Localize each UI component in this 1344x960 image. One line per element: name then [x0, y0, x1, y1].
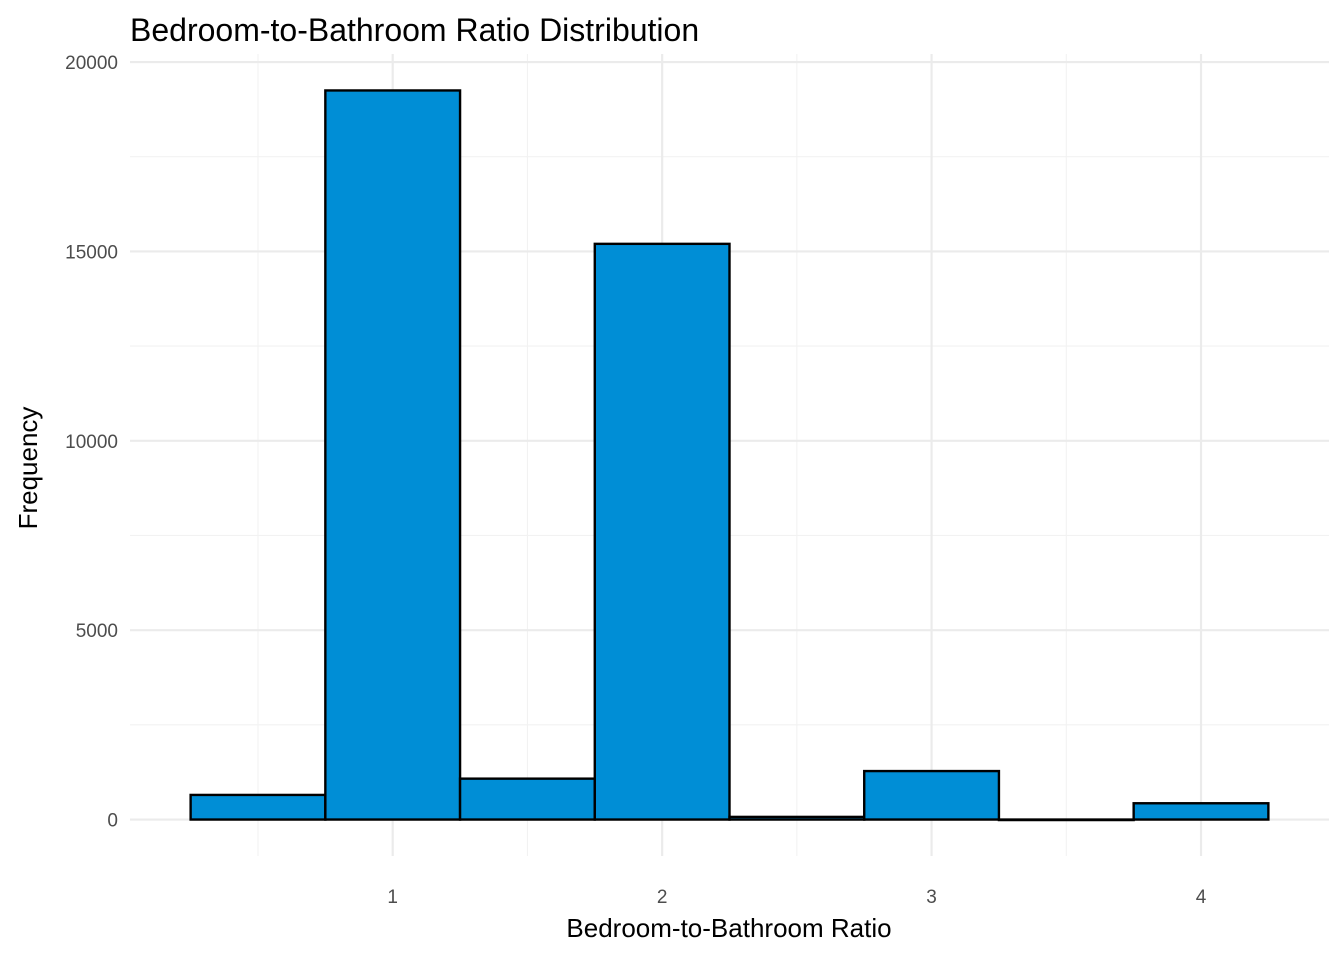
chart-title: Bedroom-to-Bathroom Ratio Distribution — [130, 12, 699, 48]
x-axis-ticks: 1 2 3 4 — [387, 887, 1206, 908]
histogram-bar — [728, 815, 866, 821]
histogram-bar — [189, 793, 327, 821]
y-axis-ticks: 0 5000 10000 15000 20000 — [65, 53, 118, 831]
histogram-bars — [189, 89, 1270, 822]
histogram-bar — [324, 89, 462, 821]
histogram-bar — [1132, 802, 1270, 821]
x-tick-label: 4 — [1196, 887, 1207, 908]
x-axis-title: Bedroom-to-Bathroom Ratio — [566, 913, 891, 943]
y-tick-label: 20000 — [65, 53, 118, 74]
y-tick-label: 10000 — [65, 432, 118, 453]
x-tick-label: 2 — [657, 887, 668, 908]
histogram-bar — [997, 818, 1135, 822]
histogram-bar — [863, 769, 1001, 821]
x-tick-label: 1 — [387, 887, 398, 908]
y-tick-label: 15000 — [65, 242, 118, 263]
y-tick-label: 0 — [107, 811, 118, 832]
histogram-bar — [593, 242, 731, 821]
histogram-bar — [458, 777, 596, 821]
y-tick-label: 5000 — [76, 621, 118, 642]
y-axis-title: Frequency — [13, 407, 43, 530]
x-tick-label: 3 — [926, 887, 937, 908]
